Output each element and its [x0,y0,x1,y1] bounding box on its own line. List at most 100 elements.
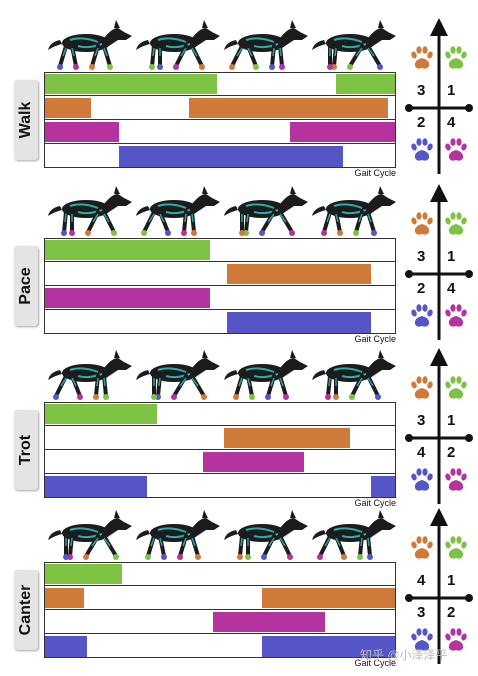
footfall-chart [44,562,396,658]
paw-print-icon [411,138,433,161]
leg-row-2 [45,263,395,286]
paw-print-icon [411,376,433,399]
gait-panel-walk: Walk Gait Cycle 3 1 2 4 [0,16,478,186]
footfall-chart [44,72,396,168]
footfall-chart [44,402,396,498]
stance-bar [45,98,91,118]
gait-panel-pace: Pace Gait Cycle 3 1 2 4 [0,182,478,352]
leg-row-4 [45,145,395,168]
paw-print-icon [445,46,467,69]
leg-number-top-right: 1 [447,572,456,589]
wolf-silhouette-icon [136,20,220,70]
stance-bar [45,588,84,608]
leg-number-top-right: 1 [447,82,456,99]
leg-number-top-right: 1 [447,248,456,265]
stance-bar [262,588,395,608]
leg-number-bottom-right: 4 [447,114,456,131]
wolf-frames [44,16,396,72]
gait-cycle-label: Gait Cycle [354,498,396,508]
stance-bar [118,146,343,167]
leg-row-2 [45,587,395,610]
paw-print-icon [445,628,467,651]
leg-number-top-left: 3 [417,248,426,265]
stance-bar [45,564,122,584]
leg-number-top-right: 1 [447,412,456,429]
wolf-frames [44,182,396,238]
up-arrow-icon [430,18,448,36]
leg-row-2 [45,427,395,450]
footfall-chart [44,238,396,334]
leg-number-top-left: 3 [417,412,426,429]
wolf-silhouette-icon [48,350,132,400]
stance-bar [213,612,325,632]
paw-print-icon [445,376,467,399]
stance-bar [223,428,350,448]
paw-print-icon [411,536,433,559]
leg-row-2 [45,97,395,120]
paw-print-icon [411,468,433,491]
gait-name-tab: Trot [14,410,38,490]
leg-number-top-left: 3 [417,82,426,99]
stance-bar [45,636,87,657]
gait-name-tab: Pace [14,246,38,326]
leg-row-3 [45,611,395,634]
wolf-silhouette-icon [312,186,396,236]
stance-bar [227,312,371,333]
leg-legend: 3 1 4 2 [404,346,474,506]
leg-number-bottom-left: 2 [417,114,426,131]
wolf-silhouette-icon [224,186,308,236]
wolf-silhouette-icon [224,350,308,400]
stance-bar [262,636,395,657]
gait-name: Pace [17,267,34,305]
leg-number-bottom-left: 4 [417,444,426,461]
stance-bar [370,476,395,497]
leg-legend: 3 1 2 4 [404,16,474,176]
gait-panel-trot: Trot Gait Cycle 3 1 4 2 [0,346,478,516]
watermark: 知乎 @小泽泽平 [360,648,448,662]
leg-row-4 [45,475,395,498]
leg-number-bottom-right: 2 [447,444,456,461]
up-arrow-icon [430,184,448,202]
paw-print-icon [445,212,467,235]
up-arrow-icon [430,348,448,366]
stance-bar [45,74,217,94]
gait-name-tab: Canter [14,570,38,650]
gait-name: Canter [17,584,34,636]
leg-number-bottom-left: 2 [417,280,426,297]
wolf-silhouette-icon [312,350,396,400]
leg-number-bottom-right: 2 [447,604,456,621]
leg-row-1 [45,403,395,426]
wolf-silhouette-icon [312,510,396,560]
paw-print-icon [445,468,467,491]
leg-row-4 [45,635,395,658]
stance-bar [45,476,147,497]
gait-cycle-label: Gait Cycle [354,658,396,668]
leg-row-4 [45,311,395,334]
paw-print-icon [411,46,433,69]
leg-legend: 4 1 3 2 [404,506,474,666]
paw-print-icon [445,304,467,327]
paw-print-icon [445,536,467,559]
paw-print-icon [411,212,433,235]
leg-row-3 [45,287,395,310]
wolf-silhouette-icon [136,350,220,400]
gait-cycle-label: Gait Cycle [354,168,396,178]
wolf-silhouette-icon [224,20,308,70]
leg-row-1 [45,73,395,96]
stance-bar [335,74,395,94]
wolf-frames [44,506,396,562]
leg-legend: 3 1 2 4 [404,182,474,342]
wolf-silhouette-icon [48,20,132,70]
stance-bar [202,452,304,472]
stance-bar [290,122,395,142]
leg-row-1 [45,239,395,262]
leg-row-3 [45,451,395,474]
leg-number-bottom-right: 4 [447,280,456,297]
leg-number-top-left: 4 [417,572,426,589]
wolf-silhouette-icon [224,510,308,560]
leg-row-3 [45,121,395,144]
wolf-silhouette-icon [48,186,132,236]
stance-bar [45,288,210,308]
wolf-silhouette-icon [136,510,220,560]
wolf-silhouette-icon [136,186,220,236]
